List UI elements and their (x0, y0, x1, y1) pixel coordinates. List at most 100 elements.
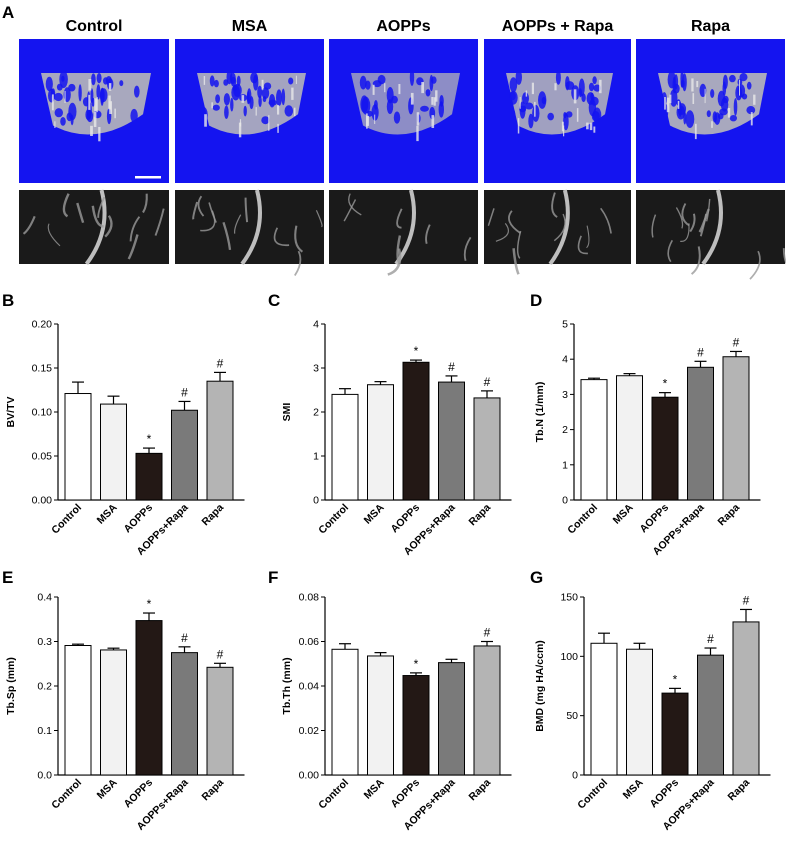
trabecular-bone-model (658, 69, 767, 140)
panel-letter: B (2, 291, 14, 310)
x-tick-label: MSA (611, 501, 636, 526)
y-axis-label: SMI (281, 403, 293, 422)
y-tick-label: 0 (562, 495, 568, 507)
y-tick-label: 0.0 (37, 770, 52, 782)
bar-aopps-plus-rapa (171, 652, 198, 776)
bar-msa (367, 655, 394, 776)
y-tick-label: 0 (572, 770, 578, 782)
y-tick-label: 5 (562, 319, 568, 331)
bar-msa (626, 648, 653, 776)
significance-mark: * (414, 344, 419, 358)
bar-rapa (473, 397, 501, 501)
bar-control (580, 379, 608, 501)
significance-mark: # (697, 345, 704, 359)
group-title: Rapa (691, 18, 730, 35)
bar-aopps (135, 620, 163, 776)
significance-mark: * (147, 432, 152, 446)
bar-control (64, 393, 92, 501)
bar-rapa (473, 645, 501, 776)
significance-mark: # (217, 647, 224, 661)
bar-aopps-plus-rapa (438, 662, 465, 776)
bar-rapa (732, 621, 760, 776)
y-axis-label: BV/TV (5, 397, 17, 428)
micro-ct-2d-slice (175, 189, 324, 276)
trabecular-bone-model (506, 69, 613, 137)
x-tick-label: Control (316, 777, 351, 812)
x-tick-label: Rapa (466, 502, 493, 529)
x-tick-label: Control (316, 502, 351, 537)
group-title: MSA (232, 18, 268, 35)
group-title: Control (66, 18, 123, 35)
significance-mark: * (147, 597, 152, 611)
bar-msa (616, 375, 643, 501)
bar-aopps (402, 675, 430, 776)
bar-aopps (402, 361, 430, 501)
panel-letter: E (2, 568, 13, 587)
y-axis-label: BMD (mg HA/ccm) (534, 640, 546, 732)
y-tick-label: 0.3 (37, 636, 52, 648)
x-tick-label: MSA (95, 501, 120, 526)
bar-msa (367, 384, 394, 501)
bar-rapa (206, 666, 234, 776)
y-tick-label: 0.2 (37, 681, 52, 693)
y-axis-label: Tb.N (1/mm) (534, 382, 546, 443)
chart-g: G 0 50 100 150 BMD (mg HA/ccm) Control MSA * AOPP… (530, 568, 771, 833)
y-tick-label: 3 (562, 389, 568, 401)
scale-bar (135, 176, 161, 179)
bar-aopps (661, 692, 689, 776)
panel-letter: D (530, 291, 542, 310)
bar-msa (100, 403, 127, 501)
trabecular-bone-model (197, 69, 306, 138)
bar-control (64, 645, 92, 776)
y-tick-label: 1 (313, 451, 319, 463)
x-tick-label: Control (49, 502, 84, 537)
chart-f: F 0.00 0.02 0.04 0.06 0.08 Tb.Th (mm) Control MS… (268, 568, 512, 833)
significance-mark: # (181, 385, 188, 399)
significance-mark: # (743, 593, 750, 607)
x-tick-label: MSA (362, 776, 387, 801)
bar-control (590, 642, 618, 776)
x-tick-label: Rapa (199, 502, 226, 529)
group-title: AOPPs (376, 18, 430, 35)
significance-mark: # (484, 626, 491, 640)
x-tick-label: Rapa (199, 777, 226, 804)
y-tick-label: 0.00 (32, 495, 53, 507)
bar-control (331, 393, 359, 501)
y-tick-label: 3 (313, 363, 319, 375)
x-tick-label: Rapa (725, 777, 752, 804)
significance-mark: # (217, 356, 224, 370)
y-tick-label: 2 (313, 407, 319, 419)
significance-mark: * (673, 672, 678, 686)
significance-mark: # (707, 632, 714, 646)
y-tick-label: 4 (562, 354, 568, 366)
x-tick-label: Control (565, 502, 600, 537)
y-axis-label: Tb.Th (mm) (281, 657, 293, 714)
y-tick-label: 0.20 (32, 319, 53, 331)
y-tick-label: 4 (313, 319, 319, 331)
x-tick-label: AOPPs (637, 502, 671, 536)
trabecular-bone-model (351, 68, 460, 142)
y-tick-label: 1 (562, 459, 568, 471)
x-tick-label: Rapa (715, 502, 742, 529)
micro-ct-2d-slice (329, 189, 478, 276)
chart-e: E 0.0 0.1 0.2 0.3 0.4 Tb.Sp (mm) Control MSA * AOP… (2, 568, 245, 833)
micro-ct-2d-slice (19, 189, 169, 266)
x-tick-label: Control (575, 777, 610, 812)
y-tick-label: 50 (566, 710, 578, 722)
significance-mark: * (663, 377, 668, 391)
bar-rapa (722, 356, 750, 501)
y-tick-label: 2 (562, 424, 568, 436)
y-tick-label: 0.08 (299, 592, 320, 604)
bar-aopps (135, 452, 163, 501)
panel-letter-a: A (2, 3, 14, 22)
y-tick-label: 0.4 (37, 592, 52, 604)
x-tick-label: MSA (362, 501, 387, 526)
bar-msa (100, 649, 127, 776)
y-tick-label: 0 (313, 495, 319, 507)
bar-aopps-plus-rapa (697, 654, 724, 776)
y-tick-label: 100 (560, 651, 578, 663)
bar-aopps-plus-rapa (438, 381, 465, 501)
bar-aopps (651, 396, 679, 501)
